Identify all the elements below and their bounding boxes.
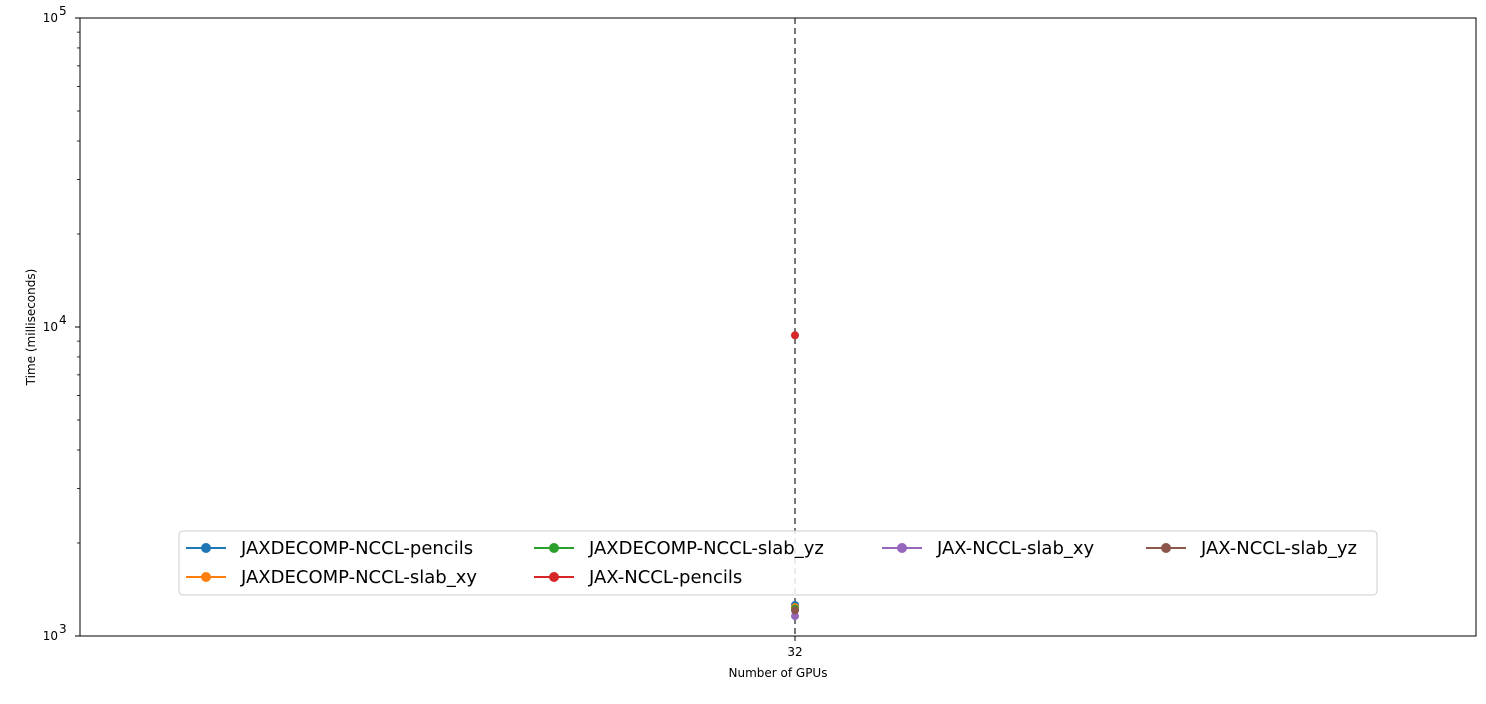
legend-label-3: JAXDECOMP-NCCL-slab_yz [588,538,824,559]
legend-marker-6 [1161,543,1171,553]
y-tick-label-1: 10 [43,629,58,643]
legend-box [178,530,1378,596]
legend-label-4: JAX-NCCL-pencils [588,567,742,588]
y-tick-exponent-2: 4 [59,313,67,327]
legend-label-2: JAXDECOMP-NCCL-slab_xy [240,567,477,588]
legend-marker-1 [201,543,211,553]
legend-label-6: JAX-NCCL-slab_yz [1200,538,1357,559]
legend-label-1: JAXDECOMP-NCCL-pencils [240,538,473,559]
legend-label-5: JAX-NCCL-slab_xy [936,538,1095,559]
legend: JAXDECOMP-NCCL-pencils JAXDECOMP-NCCL-sla… [178,530,1378,596]
data-point-6 [791,606,799,615]
legend-marker-4 [549,572,559,582]
data-point-4 [791,331,799,340]
y-tick-label-2: 10 [43,320,58,334]
legend-marker-3 [549,543,559,553]
x-axis-label: Number of GPUs [729,666,828,680]
y-tick-label-3: 10 [43,11,58,25]
y-tick-exponent-3: 5 [59,4,67,18]
legend-marker-5 [897,543,907,553]
y-tick-exponent-1: 3 [59,622,67,636]
x-tick-label-1: 32 [787,645,802,659]
legend-marker-2 [201,572,211,582]
y-axis-label: Time (milliseconds) [24,269,38,387]
data-point-5 [791,612,799,621]
